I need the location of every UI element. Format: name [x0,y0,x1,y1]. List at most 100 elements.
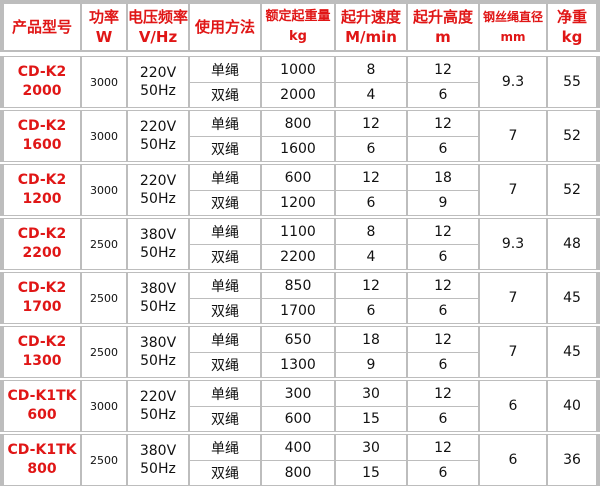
usage-cell: 单绳 [190,57,260,82]
header-height-line-2: m [435,28,451,46]
power-cell: 2500 [82,327,126,377]
usage-value: 双绳 [211,142,239,158]
voltage-line-2: 50Hz [140,191,176,207]
power-value: 3000 [90,129,118,143]
usage-cell: 单绳 [190,327,260,352]
voltage-cell: 380V 50Hz [128,435,188,485]
speed-value: 4 [366,87,376,103]
speed-value: 12 [362,169,380,186]
weight-value: 55 [563,74,581,90]
speed-cell: 18 [336,327,406,352]
load-value: 1200 [280,195,316,211]
header-model-line-1: 产品型号 [11,18,72,36]
height-cell: 6 [408,407,478,431]
speed-cell: 15 [336,407,406,431]
height-value: 6 [438,87,448,103]
speed-value: 18 [362,331,380,348]
speed-value: 6 [366,303,376,319]
load-value: 800 [284,465,312,481]
usage-value: 双绳 [211,88,239,104]
usage-value: 单绳 [211,170,239,187]
height-cell: 12 [408,111,478,136]
rope-value: 7 [508,290,518,306]
rope-value: 7 [508,182,518,198]
speed-cell: 30 [336,435,406,460]
header-power-line-1: 功率 [88,8,119,26]
height-value: 6 [438,249,448,265]
model-line-2: 2000 [22,83,62,99]
header-height: 起升高度 m [408,4,478,50]
usage-value: 双绳 [211,304,239,320]
load-value: 1600 [280,141,316,157]
height-value: 12 [434,115,452,132]
speed-value: 30 [362,439,380,456]
model-line-2: 800 [27,461,57,477]
speed-value: 8 [366,61,376,78]
height-cell: 6 [408,461,478,485]
table-row: CD-K2 2200 2500 380V 50Hz 单绳 双绳 1100 2200 8 4 12 6 9.… [0,218,600,270]
load-value: 850 [284,277,312,294]
model-line-2: 1600 [22,137,62,153]
header-weight-line-2: kg [561,28,583,46]
height-value: 9 [438,195,448,211]
load-value: 650 [284,331,312,348]
usage-cell: 单绳 [190,111,260,136]
load-value: 1300 [280,357,316,373]
voltage-line-2: 50Hz [140,353,176,369]
model-line-2: 2200 [22,245,62,261]
height-cell: 6 [408,245,478,269]
voltage-cell: 220V 50Hz [128,165,188,215]
header-height-line-1: 起升高度 [412,8,473,26]
load-value: 1700 [280,303,316,319]
header-rope-line-2: mm [500,30,526,44]
voltage-line-2: 50Hz [140,461,176,477]
load-cell: 1300 [262,353,334,377]
header-load-line-1: 额定起重量 [265,9,331,24]
height-cell: 12 [408,219,478,244]
load-value: 600 [284,169,312,186]
power-value: 2500 [90,345,118,359]
height-cell: 12 [408,273,478,298]
header-usage: 使用方法 [190,4,260,50]
speed-value: 4 [366,249,376,265]
rope-value: 7 [508,344,518,360]
weight-cell: 48 [548,219,596,269]
table-row: CD-K2 2000 3000 220V 50Hz 单绳 双绳 1000 2000 8 4 12 6 9.… [0,56,600,108]
voltage-line-1: 220V [139,65,177,81]
header-voltage-line-1: 电压频率 [128,8,189,26]
load-value: 2200 [280,249,316,265]
speed-cell: 4 [336,245,406,269]
rope-value: 7 [508,128,518,144]
rope-value: 6 [508,398,518,414]
usage-value: 双绳 [211,358,239,374]
model-line-1: CD-K1TK [7,442,77,458]
header-power-line-2: W [95,28,113,46]
usage-cell: 单绳 [190,381,260,406]
rope-cell: 9.3 [480,57,546,107]
voltage-line-2: 50Hz [140,137,176,153]
usage-value: 单绳 [211,440,239,457]
rope-cell: 7 [480,165,546,215]
power-cell: 2500 [82,219,126,269]
weight-value: 40 [563,398,581,414]
table-row: CD-K2 1300 2500 380V 50Hz 单绳 双绳 650 1300 18 9 12 6 7 4… [0,326,600,378]
power-cell: 3000 [82,165,126,215]
load-cell: 600 [262,407,334,431]
speed-value: 15 [362,411,380,427]
height-cell: 12 [408,381,478,406]
speed-cell: 15 [336,461,406,485]
weight-value: 36 [563,452,581,468]
usage-cell: 双绳 [190,191,260,215]
header-power: 功率 W [82,4,126,50]
load-value: 1000 [280,61,316,78]
usage-value: 单绳 [211,62,239,79]
speed-cell: 30 [336,381,406,406]
height-cell: 9 [408,191,478,215]
height-value: 6 [438,465,448,481]
usage-value: 单绳 [211,332,239,349]
model-line-2: 1300 [22,353,62,369]
load-value: 300 [284,385,312,402]
usage-cell: 双绳 [190,407,260,431]
power-cell: 2500 [82,435,126,485]
